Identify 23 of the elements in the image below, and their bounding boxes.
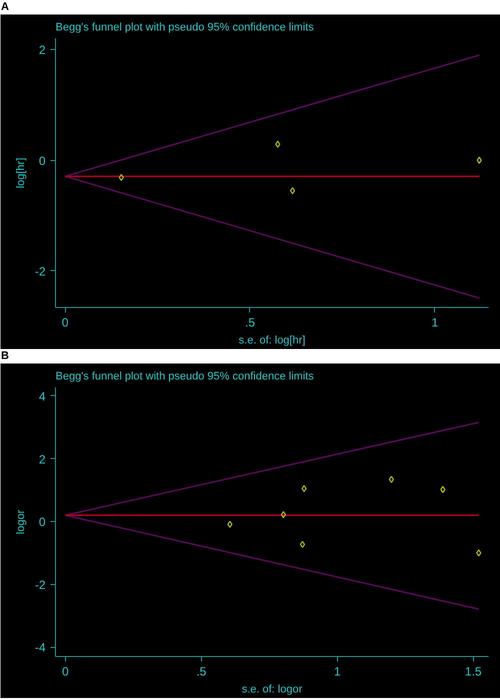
y-tick-label: 2 [38,43,46,58]
x-tick-label: 0 [62,316,69,330]
text: B [1,349,9,363]
y-tick-label: 0 [38,154,46,168]
x-axis-title: s.e. of: log[hr] [238,334,306,346]
x-axis-title: s.e. of: logor [242,684,303,696]
y-tick-label: 0 [38,515,46,530]
text: A [1,0,9,14]
y-axis-title: logor [14,509,27,534]
x-tick-label: .5 [196,664,207,678]
y-tick-label: -4 [34,640,46,655]
y-tick-label: -2 [34,578,46,592]
y-tick-label: -2 [34,264,46,278]
x-tick-label: .5 [244,316,256,330]
x-tick-label: 1 [334,664,341,678]
x-tick-label: 0 [62,664,69,678]
y-axis-title: log[hr] [14,158,27,188]
chart-title: Begg's funnel plot with pseudo 95% confidence limits [56,22,314,34]
x-tick-label: 1 [432,316,439,330]
y-tick-label: 4 [38,389,46,404]
x-tick-label: 1.5 [464,664,482,678]
y-tick-label: 2 [38,452,46,466]
chart-title: Begg's funnel plot with pseudo 95% confidence limits [56,370,314,382]
